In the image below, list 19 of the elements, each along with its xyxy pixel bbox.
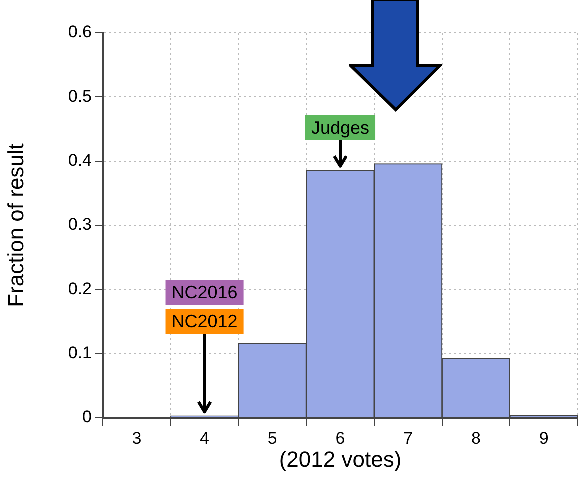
y-tick-label: 0 [82,408,92,427]
y-tick-label: 0.6 [68,22,92,42]
y-tick-label: 0.2 [68,279,92,298]
x-tick-label: 3 [132,428,142,448]
y-tick-label: 0.1 [68,344,92,363]
y-axis-title: Fraction of result [3,144,28,308]
annotation: NC2016 [172,282,238,303]
y-tick-label: 0.4 [68,151,92,170]
annotation: Judges [311,118,370,138]
x-tick-label: 5 [268,428,278,448]
x-tick-label: 4 [200,428,210,448]
annotation: NC2012 [172,312,238,332]
y-tick-label: 0.3 [68,215,92,234]
x-tick-label: 6 [336,428,346,448]
x-tick-label: 9 [539,428,549,448]
x-axis-title: (2012 votes) [279,446,402,472]
y-tick-label: 0.5 [68,86,92,106]
x-tick-label: 8 [471,428,481,448]
x-tick-label: 7 [404,428,414,448]
